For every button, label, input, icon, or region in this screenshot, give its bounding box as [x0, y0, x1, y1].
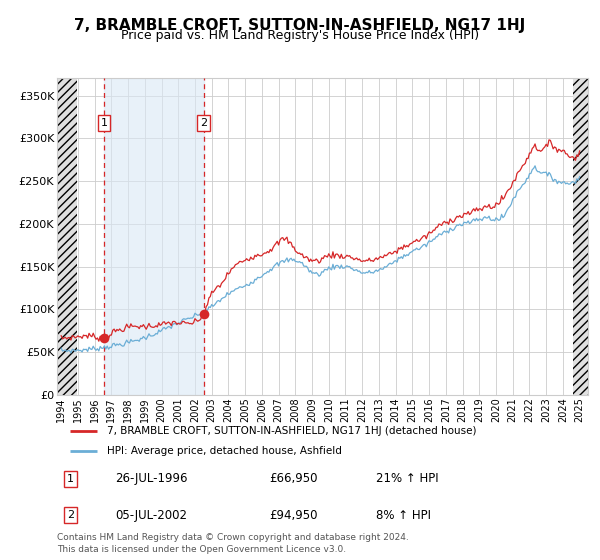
Text: 7, BRAMBLE CROFT, SUTTON-IN-ASHFIELD, NG17 1HJ (detached house): 7, BRAMBLE CROFT, SUTTON-IN-ASHFIELD, NG…	[107, 426, 477, 436]
Text: £66,950: £66,950	[269, 473, 318, 486]
Text: £94,950: £94,950	[269, 508, 318, 521]
Bar	[104, 78, 203, 395]
Bar	[57, 78, 77, 395]
Bar	[572, 78, 588, 395]
Text: HPI: Average price, detached house, Ashfield: HPI: Average price, detached house, Ashf…	[107, 446, 343, 456]
Text: 7, BRAMBLE CROFT, SUTTON-IN-ASHFIELD, NG17 1HJ: 7, BRAMBLE CROFT, SUTTON-IN-ASHFIELD, NG…	[74, 18, 526, 33]
Text: 1: 1	[100, 118, 107, 128]
Text: 8% ↑ HPI: 8% ↑ HPI	[376, 508, 431, 521]
Text: 26-JUL-1996: 26-JUL-1996	[115, 473, 188, 486]
Text: 2: 2	[67, 510, 74, 520]
Text: Price paid vs. HM Land Registry's House Price Index (HPI): Price paid vs. HM Land Registry's House …	[121, 29, 479, 42]
Text: 2: 2	[200, 118, 207, 128]
Text: 05-JUL-2002: 05-JUL-2002	[115, 508, 187, 521]
Text: Contains HM Land Registry data © Crown copyright and database right 2024.
This d: Contains HM Land Registry data © Crown c…	[57, 533, 409, 554]
Text: 21% ↑ HPI: 21% ↑ HPI	[376, 473, 438, 486]
Text: 1: 1	[67, 474, 74, 484]
